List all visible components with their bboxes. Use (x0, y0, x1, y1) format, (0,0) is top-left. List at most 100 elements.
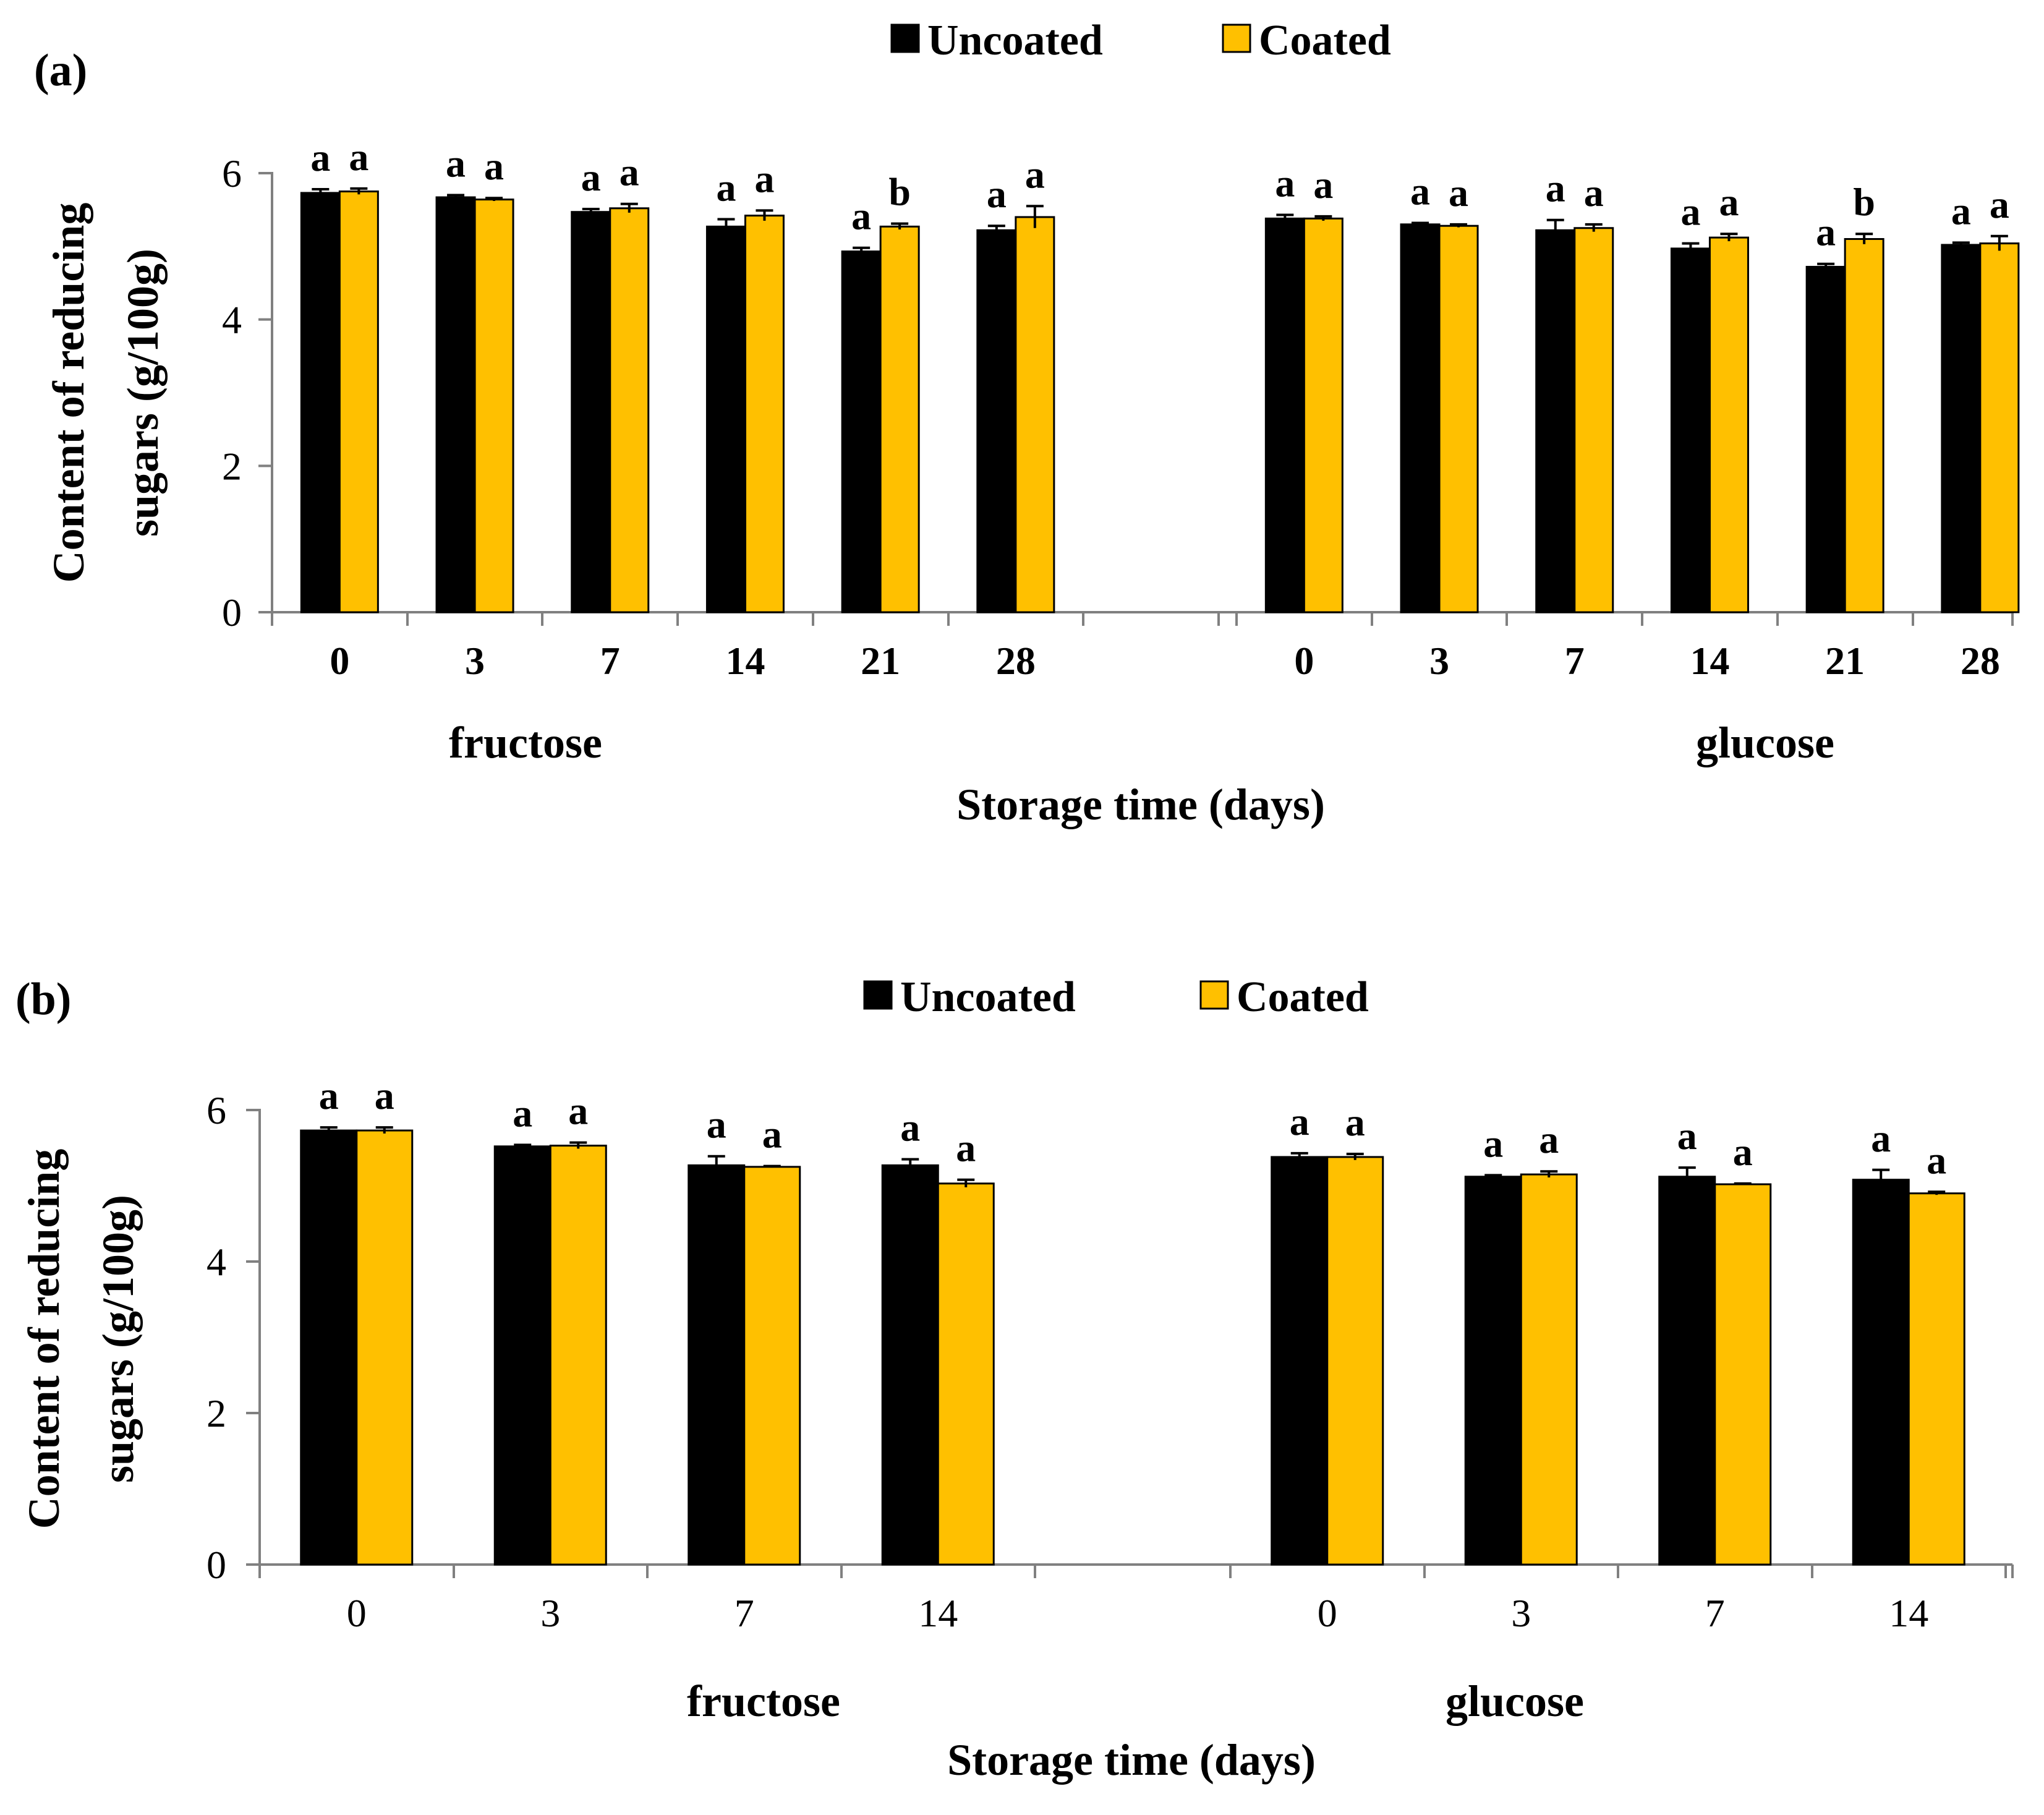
bar-coated-glucose-28 (1979, 242, 2020, 613)
y-axis-label-line1: Content of reducing (19, 1149, 69, 1529)
bar-coated-fructose-14 (937, 1182, 995, 1566)
significance-letter: a (1951, 189, 1971, 233)
significance-letter: a (1410, 169, 1430, 213)
bar-coated-fructose-14 (744, 215, 785, 613)
bar-uncoated-fructose-0 (300, 1129, 358, 1566)
group-label-fructose: fructose (449, 718, 602, 767)
bar-coated-fructose-7 (609, 207, 650, 613)
x-tick-label: 0 (1294, 639, 1314, 683)
legend-swatch-coated (1199, 980, 1229, 1010)
x-tick-label: 28 (1961, 639, 2000, 683)
x-axis-label: Storage time (days) (956, 780, 1325, 829)
legend-swatch-uncoated (863, 980, 893, 1010)
x-tick-label: 14 (1690, 639, 1729, 683)
significance-letter: a (1275, 161, 1295, 205)
y-tick-label: 6 (207, 1088, 226, 1132)
significance-letter: a (1990, 182, 2009, 226)
significance-letter: a (987, 172, 1007, 216)
significance-letter: a (707, 1103, 726, 1147)
significance-letter: a (1719, 180, 1739, 224)
significance-letter: a (1927, 1138, 1946, 1182)
significance-letter: a (1290, 1100, 1309, 1143)
bar-uncoated-fructose-21 (841, 250, 882, 613)
y-axis-label-line2: sugars (g/100g) (118, 249, 168, 537)
bar-uncoated-fructose-28 (976, 229, 1017, 613)
significance-letter: a (310, 135, 330, 179)
x-tick-label: 3 (540, 1591, 560, 1635)
significance-letter: b (1853, 180, 1875, 224)
significance-letter: a (620, 150, 639, 194)
x-tick-label: 7 (735, 1591, 754, 1635)
legend-label-coated: Coated (1237, 973, 1369, 1021)
significance-letter: a (375, 1074, 394, 1117)
bar-coated-fructose-0 (356, 1129, 414, 1566)
bar-coated-fructose-3 (474, 199, 514, 613)
panel-a: (a) Uncoated Coated 0 2 4 6 Content of reducing… (34, 17, 2020, 829)
significance-letter: a (1584, 171, 1604, 215)
bar-uncoated-glucose-14 (1852, 1179, 1910, 1566)
significance-letter: a (762, 1112, 782, 1156)
bar-uncoated-fructose-14 (705, 225, 746, 613)
y-tick-label: 4 (222, 298, 242, 342)
y-tick-label: 4 (207, 1240, 226, 1284)
x-tick-label: 7 (600, 639, 620, 683)
legend-swatch-coated (1222, 23, 1251, 53)
panel-label: (a) (34, 45, 87, 96)
bar-uncoated-fructose-3 (435, 196, 476, 613)
x-tick-label: 3 (465, 639, 485, 683)
bar-coated-glucose-21 (1844, 238, 1884, 613)
bar-uncoated-glucose-21 (1805, 265, 1846, 613)
x-tick-label: 14 (918, 1591, 958, 1635)
significance-letter: a (513, 1091, 532, 1135)
group-label-glucose: glucose (1446, 1676, 1584, 1726)
significance-letter: a (1025, 152, 1045, 196)
significance-letter: a (319, 1074, 339, 1117)
significance-letter: a (484, 144, 504, 188)
y-tick-label: 6 (222, 152, 242, 195)
significance-letter: a (754, 156, 774, 200)
significance-letter: a (851, 194, 871, 238)
bar-uncoated-fructose-3 (493, 1145, 551, 1566)
bar-coated-glucose-14 (1708, 236, 1749, 613)
significance-letter: a (446, 142, 466, 186)
significance-letter: a (568, 1089, 588, 1133)
significance-letter: a (1483, 1121, 1503, 1165)
bar-uncoated-glucose-3 (1400, 223, 1441, 613)
x-tick-label: 21 (1825, 639, 1865, 683)
x-tick-label: 3 (1429, 639, 1449, 683)
x-tick-label: 21 (861, 639, 900, 683)
bar-uncoated-glucose-7 (1535, 229, 1576, 613)
significance-letter: a (1816, 210, 1836, 254)
legend-label-uncoated: Uncoated (927, 17, 1103, 64)
y-tick-label: 0 (222, 591, 242, 634)
y-axis-label-line2: sugars (g/100g) (93, 1195, 143, 1483)
x-tick-label: 14 (1889, 1591, 1928, 1635)
bar-uncoated-glucose-7 (1658, 1176, 1716, 1566)
x-axis-label: Storage time (days) (947, 1735, 1316, 1785)
bar-uncoated-fructose-0 (300, 192, 341, 613)
bar-uncoated-glucose-0 (1271, 1156, 1329, 1566)
bar-coated-glucose-7 (1714, 1183, 1772, 1566)
bar-coated-glucose-0 (1326, 1156, 1384, 1566)
significance-letter: a (1680, 190, 1700, 234)
x-tick-label: 7 (1565, 639, 1585, 683)
significance-letter: a (1539, 1117, 1559, 1161)
bar-coated-fructose-0 (338, 190, 379, 613)
bar-coated-fructose-21 (879, 225, 920, 613)
bar-coated-glucose-0 (1303, 217, 1344, 613)
bar-coated-glucose-14 (1907, 1192, 1965, 1566)
x-tick-label: 0 (347, 1591, 367, 1635)
bar-coated-glucose-3 (1520, 1173, 1578, 1566)
significance-letter: a (716, 166, 736, 210)
group-label-fructose: fructose (687, 1676, 840, 1726)
bar-coated-glucose-3 (1438, 224, 1479, 613)
significance-letter: a (1313, 163, 1333, 207)
legend-swatch-uncoated (890, 23, 920, 53)
bar-coated-fructose-7 (743, 1166, 801, 1566)
significance-letter: a (1733, 1130, 1753, 1174)
bar-uncoated-fructose-14 (881, 1164, 939, 1566)
group-label-glucose: glucose (1696, 718, 1834, 767)
x-tick-label: 7 (1705, 1591, 1725, 1635)
bar-uncoated-fructose-7 (688, 1164, 746, 1566)
